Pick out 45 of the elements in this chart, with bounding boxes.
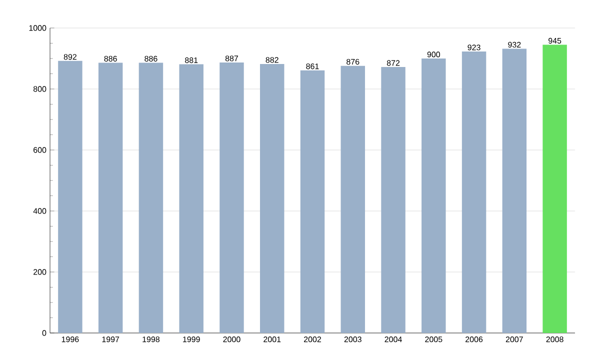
x-tick-label: 1997 bbox=[102, 336, 120, 342]
bar bbox=[542, 44, 567, 333]
data-label: 923 bbox=[468, 44, 480, 50]
x-tick-label: 2008 bbox=[546, 336, 564, 342]
bar bbox=[98, 62, 123, 333]
data-label: 882 bbox=[266, 57, 278, 63]
x-tick-label: 1999 bbox=[183, 336, 200, 342]
bar bbox=[502, 48, 527, 333]
bar bbox=[340, 66, 365, 333]
y-tick-label: 400 bbox=[33, 208, 46, 214]
data-label: 887 bbox=[225, 56, 238, 62]
data-label: 886 bbox=[104, 56, 117, 62]
bar bbox=[300, 70, 325, 333]
data-label: 900 bbox=[427, 52, 440, 58]
x-tick-label: 1998 bbox=[142, 336, 160, 342]
y-tick-label: 1000 bbox=[29, 25, 46, 31]
data-label: 861 bbox=[306, 64, 319, 70]
x-tick-label: 2004 bbox=[384, 336, 402, 342]
x-tick-label: 2000 bbox=[223, 336, 240, 342]
x-tick-label: 2006 bbox=[466, 336, 483, 342]
x-tick-label: 1996 bbox=[62, 336, 79, 342]
data-label: 932 bbox=[508, 42, 521, 48]
data-label: 892 bbox=[64, 54, 76, 60]
x-tick-label: 2005 bbox=[425, 336, 442, 342]
x-tick-label: 2002 bbox=[304, 336, 321, 342]
bar bbox=[58, 60, 82, 333]
bar bbox=[138, 62, 164, 333]
bar bbox=[220, 62, 244, 333]
bar bbox=[422, 58, 446, 333]
data-label: 945 bbox=[548, 38, 562, 44]
data-label: 886 bbox=[144, 56, 158, 62]
data-label: 872 bbox=[386, 60, 400, 66]
y-tick-label: 0 bbox=[42, 330, 46, 336]
x-tick-label: 2007 bbox=[506, 336, 523, 342]
bar bbox=[462, 51, 486, 333]
x-tick-label: 2001 bbox=[264, 336, 281, 342]
bar bbox=[260, 64, 284, 333]
bar bbox=[179, 64, 204, 333]
data-label: 876 bbox=[346, 58, 360, 65]
x-tick-label: 2003 bbox=[344, 336, 362, 342]
y-tick-label: 800 bbox=[33, 86, 46, 92]
data-label: 881 bbox=[185, 57, 198, 64]
y-tick-label: 200 bbox=[34, 269, 46, 275]
bar bbox=[381, 67, 406, 333]
y-tick-label: 600 bbox=[34, 147, 46, 153]
